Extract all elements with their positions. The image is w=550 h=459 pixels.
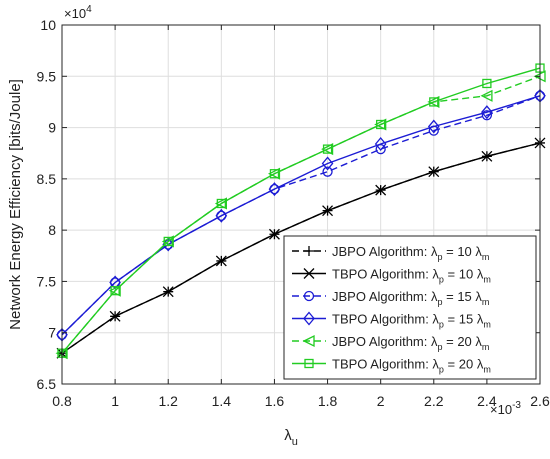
data-point xyxy=(216,198,226,209)
data-point xyxy=(162,286,174,298)
data-point xyxy=(269,169,280,179)
data-point xyxy=(214,197,227,210)
y-tick-label: 9.5 xyxy=(37,68,57,84)
legend-marker xyxy=(304,246,314,256)
plot-frame xyxy=(61,24,541,385)
legend-entry: TBPO Algorithm: λp = 15 λm xyxy=(292,311,491,330)
series-line xyxy=(61,142,541,354)
data-point xyxy=(163,236,173,247)
data-point xyxy=(267,167,281,180)
legend-entry: JBPO Algorithm: λp = 20 λm xyxy=(292,334,489,352)
legend-marker xyxy=(303,268,315,279)
data-point xyxy=(322,205,334,217)
data-point xyxy=(481,110,493,121)
y-tick-label: 8 xyxy=(48,222,56,238)
data-point xyxy=(268,228,280,240)
data-point xyxy=(109,310,121,322)
legend-entry: TBPO Algorithm: λp = 10 λm xyxy=(292,267,491,285)
x-axis-multiplier: ×10-3 xyxy=(490,400,521,417)
data-point xyxy=(481,150,493,162)
y-tick-label: 7.5 xyxy=(37,273,57,289)
data-point xyxy=(161,235,174,248)
data-point xyxy=(427,95,440,108)
series-line xyxy=(61,67,541,354)
data-point xyxy=(110,286,120,296)
x-tick-label: 1 xyxy=(111,393,119,409)
data-point xyxy=(108,284,121,297)
data-point xyxy=(321,143,334,156)
legend: JBPO Algorithm: λp = 10 λm TBPO Algorithm… xyxy=(283,235,537,380)
data-point xyxy=(322,166,333,177)
y-axis-multiplier: ×104 xyxy=(64,4,92,21)
y-tick-label: 10 xyxy=(40,17,56,33)
data-point xyxy=(374,118,387,131)
legend-label: TBPO Algorithm: λp = 20 λm xyxy=(332,357,491,375)
data-point xyxy=(429,97,439,107)
series-line xyxy=(61,95,541,336)
legend-label: TBPO Algorithm: λp = 15 λm xyxy=(332,312,491,330)
legend-label: JBPO Algorithm: λp = 15 λm xyxy=(332,289,489,307)
legend-entry: JBPO Algorithm: λp = 10 λm xyxy=(292,244,489,262)
x-tick-label: 2.4 xyxy=(477,393,497,409)
x-tick-label: 2 xyxy=(377,393,385,409)
legend-marker xyxy=(303,290,315,302)
x-tick-label: 1.2 xyxy=(158,393,178,409)
x-tick-label: 1.8 xyxy=(318,393,338,409)
data-point xyxy=(321,156,334,171)
data-point xyxy=(215,255,227,267)
data-point xyxy=(375,184,387,196)
legend-entry: JBPO Algorithm: λp = 15 λm xyxy=(292,289,489,307)
y-tick-label: 8.5 xyxy=(37,171,57,187)
data-point xyxy=(322,144,333,154)
legend-box xyxy=(283,235,537,380)
x-tick-label: 1.4 xyxy=(212,393,232,409)
legend-marker xyxy=(303,311,315,326)
data-point xyxy=(480,89,493,102)
legend-entry: TBPO Algorithm: λp = 20 λm xyxy=(292,357,491,375)
y-tick-label: 9 xyxy=(48,120,56,136)
ticks: 0.8 1 1.2 1.4 1.6 1.8 2 2.2 2.4 2.6 6.5 7 7.5 8 8.5 9 9.… xyxy=(37,17,550,409)
data-point xyxy=(376,119,386,130)
data-point xyxy=(374,136,387,151)
data-point xyxy=(215,208,228,223)
data-point xyxy=(427,119,440,134)
y-axis-label: Network Energy Efficiency [bits/Joule] xyxy=(7,79,24,330)
legend-marker xyxy=(302,334,315,348)
legend-label: JBPO Algorithm: λp = 10 λm xyxy=(332,244,489,262)
y-tick-label: 6.5 xyxy=(37,376,57,392)
x-tick-label: 0.8 xyxy=(52,393,72,409)
data-point xyxy=(482,78,492,89)
legend-marker xyxy=(304,358,314,369)
data-point xyxy=(268,182,281,197)
legend-label: TBPO Algorithm: λp = 10 λm xyxy=(332,267,491,285)
data-point xyxy=(428,166,440,178)
data-point xyxy=(481,105,493,120)
x-tick-label: 2.6 xyxy=(530,393,550,409)
legend-label: JBPO Algorithm: λp = 20 λm xyxy=(332,334,489,352)
x-axis-label: λu xyxy=(284,427,298,448)
x-tick-label: 2.2 xyxy=(424,393,444,409)
series-line xyxy=(61,95,541,336)
y-tick-label: 7 xyxy=(48,325,56,341)
x-tick-label: 1.6 xyxy=(265,393,285,409)
